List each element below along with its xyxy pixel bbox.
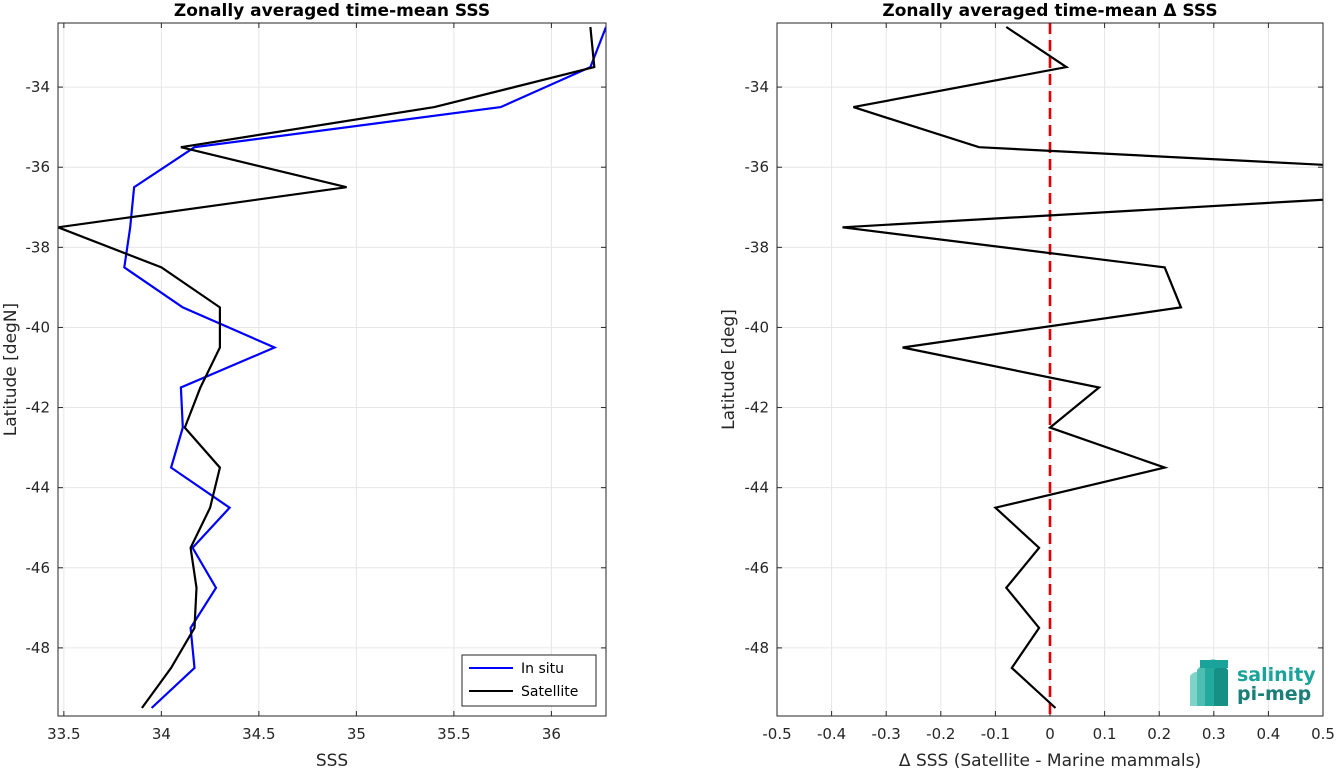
left-plot-frame: [57, 22, 607, 717]
left-grid: [58, 23, 606, 716]
logo-text-salinity: salinity: [1237, 664, 1316, 686]
x-tick-label: -0.2: [926, 725, 955, 743]
x-tick-label: -0.3: [872, 725, 901, 743]
y-tick-label: -42: [26, 399, 51, 417]
legend-entry-satellite: Satellite: [521, 684, 578, 700]
legend-entry-in-situ: In situ: [521, 661, 564, 677]
x-tick-label: -0.5: [762, 725, 791, 743]
x-tick-label: 0.3: [1202, 725, 1226, 743]
right-chart-panel: -0.5 -0.4 -0.3 -0.2 -0.1 0 0.1 0.2 0.3 0.4 0.5 -34 -…: [719, 1, 1335, 769]
x-tick-label: 0: [1045, 725, 1055, 743]
legend-box: [461, 654, 597, 707]
right-x-axis-label: Δ SSS (Satellite - Marine mammals): [899, 751, 1201, 769]
left-x-axis-label: SSS: [316, 751, 348, 769]
right-y-axis-label: Latitude [deg]: [719, 309, 739, 430]
y-tick-label: -40: [745, 318, 770, 336]
left-y-axis-label: Latitude [degN]: [1, 303, 21, 436]
x-tick-label: 34: [152, 725, 171, 743]
y-tick-label: -46: [745, 559, 770, 577]
x-tick-label: 0.4: [1256, 725, 1280, 743]
right-chart-title: Zonally averaged time-mean Δ SSS: [882, 1, 1217, 21]
x-tick-label: 33.5: [47, 725, 80, 743]
wave-logo-icon: [1190, 659, 1228, 706]
y-tick-label: -36: [745, 158, 770, 176]
left-chart-title: Zonally averaged time-mean SSS: [174, 1, 490, 21]
y-tick-label: -34: [26, 78, 51, 96]
left-series: [58, 26, 606, 709]
x-tick-label: -0.1: [981, 725, 1010, 743]
x-tick-label: -0.4: [817, 725, 846, 743]
y-tick-label: -46: [26, 559, 51, 577]
series-line-satellite: [58, 26, 596, 709]
x-tick-label: 0.5: [1311, 725, 1335, 743]
right-plot-frame: [776, 22, 1324, 717]
y-tick-label: -38: [745, 238, 770, 256]
y-tick-label: -48: [745, 639, 770, 657]
left-chart-panel: 33.5 34 34.5 35 35.5 36 -34 -36 -38 -40 -42 -44 -46 -…: [1, 1, 607, 769]
y-tick-label: -38: [26, 238, 51, 256]
series-line-delta-sss: [842, 26, 1323, 709]
series-line-in-situ: [123, 26, 606, 709]
right-series: [842, 26, 1323, 709]
x-tick-label: 0.1: [1093, 725, 1117, 743]
x-tick-label: 36: [542, 725, 561, 743]
y-tick-label: -44: [745, 479, 770, 497]
x-tick-label: 0.2: [1147, 725, 1171, 743]
y-tick-label: -48: [26, 639, 51, 657]
y-tick-label: -40: [26, 318, 51, 336]
y-tick-label: -34: [745, 78, 770, 96]
y-tick-label: -36: [26, 158, 51, 176]
y-tick-label: -44: [26, 479, 51, 497]
right-ticks: -0.5 -0.4 -0.3 -0.2 -0.1 0 0.1 0.2 0.3 0.4 0.5 -34 -…: [745, 23, 1335, 743]
legend: In situ Satellite: [461, 654, 597, 707]
x-tick-label: 35.5: [437, 725, 470, 743]
salinity-pi-mep-logo: salinity pi-mep: [1190, 659, 1316, 706]
left-ticks: 33.5 34 34.5 35 35.5 36 -34 -36 -38 -40 -42 -44 -46 -…: [26, 23, 606, 743]
logo-text-pi-mep: pi-mep: [1237, 683, 1311, 705]
x-tick-label: 35: [347, 725, 366, 743]
y-tick-label: -42: [745, 399, 770, 417]
x-tick-label: 34.5: [242, 725, 275, 743]
